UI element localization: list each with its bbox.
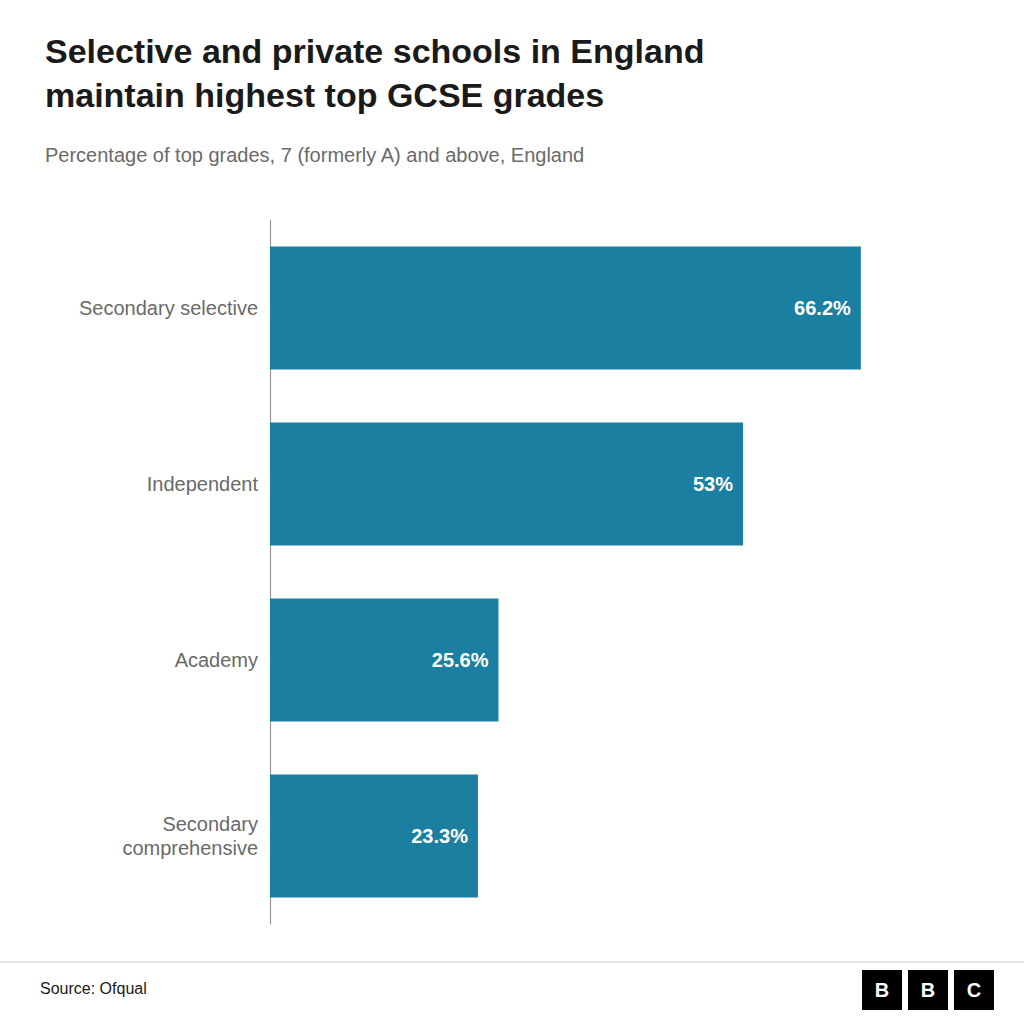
svg-text:comprehensive: comprehensive bbox=[122, 837, 258, 859]
svg-text:53%: 53% bbox=[693, 473, 733, 495]
svg-text:Percentage of top grades, 7 (f: Percentage of top grades, 7 (formerly A)… bbox=[45, 144, 584, 166]
svg-text:B: B bbox=[921, 979, 935, 1001]
svg-text:Academy: Academy bbox=[175, 649, 258, 671]
svg-text:Independent: Independent bbox=[147, 473, 259, 495]
svg-text:25.6%: 25.6% bbox=[432, 649, 489, 671]
svg-text:Secondary selective: Secondary selective bbox=[79, 297, 258, 319]
svg-text:66.2%: 66.2% bbox=[794, 297, 851, 319]
svg-text:Secondary: Secondary bbox=[162, 813, 258, 835]
svg-text:C: C bbox=[967, 979, 981, 1001]
svg-text:Selective and private schools: Selective and private schools in England bbox=[45, 32, 704, 70]
svg-text:B: B bbox=[875, 979, 889, 1001]
svg-text:23.3%: 23.3% bbox=[411, 825, 468, 847]
svg-text:Source: Ofqual: Source: Ofqual bbox=[40, 980, 147, 997]
svg-text:maintain highest top GCSE grad: maintain highest top GCSE grades bbox=[45, 76, 604, 114]
